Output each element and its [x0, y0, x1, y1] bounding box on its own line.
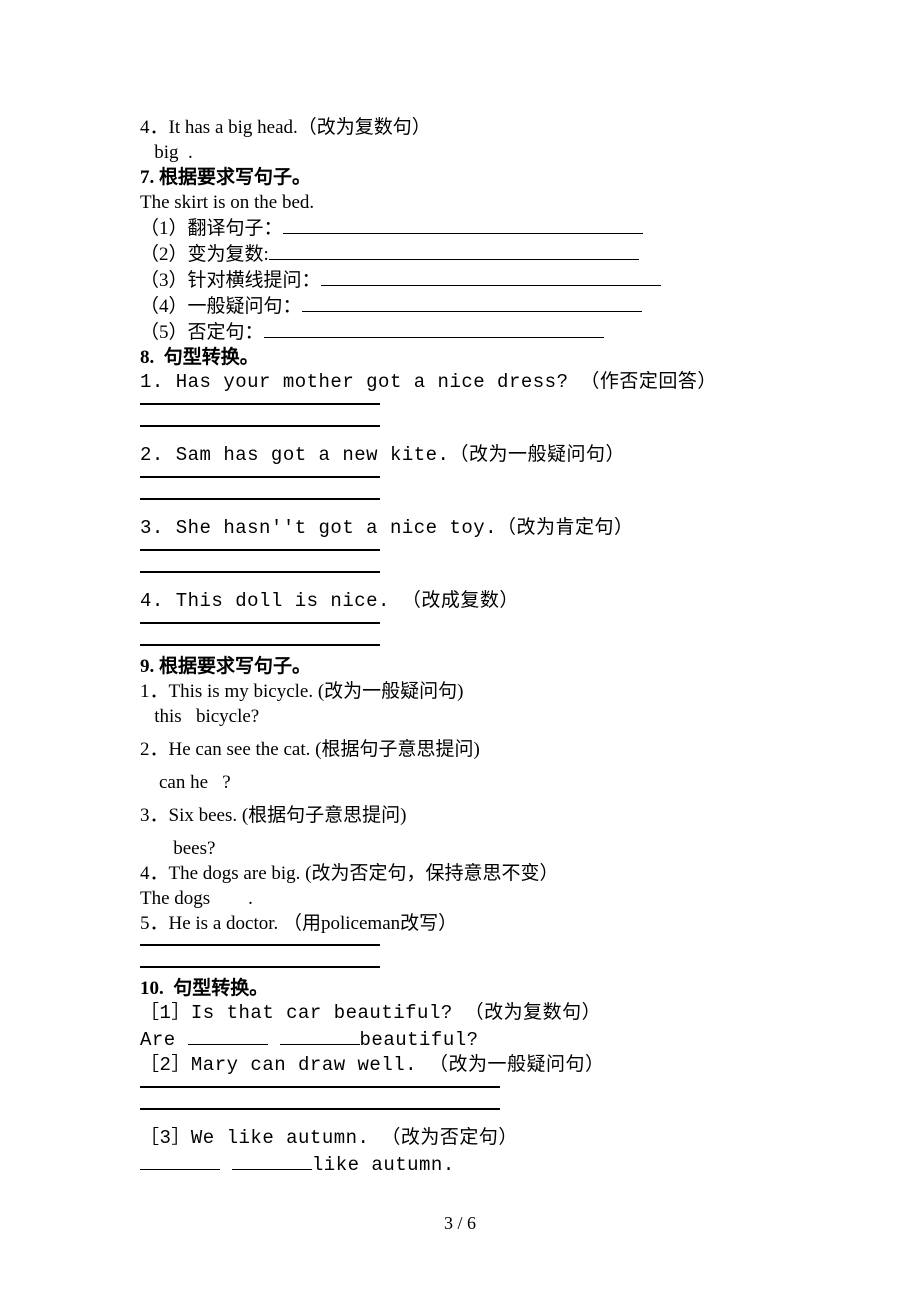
blank: [269, 241, 639, 260]
s9-q3b: bees?: [140, 836, 785, 861]
s9-q3a: 3．Six bees. (根据句子意思提问): [140, 803, 785, 828]
blank: [321, 267, 661, 286]
s9-q5a: 5．He is a doctor. （用policeman改写）: [140, 911, 785, 936]
blank: [283, 215, 643, 234]
s8-heading: 8. 句型转换。: [140, 345, 785, 370]
s8-q3: 3. She hasn''t got a nice toy.（改为肯定句）: [140, 516, 785, 541]
rule: [140, 936, 785, 954]
s9-q2a: 2．He can see the cat. (根据句子意思提问): [140, 737, 785, 762]
blank: [302, 293, 642, 312]
rule: [140, 958, 785, 976]
s7-item-1: （1）翻译句子：: [140, 215, 785, 241]
s10-q1b: Are beautiful?: [140, 1026, 785, 1053]
s8-q1: 1. Has your mother got a nice dress? （作否…: [140, 370, 785, 395]
q4-line1: 4．It has a big head.（改为复数句）: [140, 115, 785, 140]
q4-num: 4．: [140, 117, 169, 138]
rule: [140, 614, 785, 632]
q4-en: It has a big head.: [169, 117, 298, 138]
rule: [140, 541, 785, 559]
s9-q1b: this bicycle?: [140, 704, 785, 729]
s7-item-2: （2）变为复数:: [140, 241, 785, 267]
s7-item-4: （4）一般疑问句：: [140, 293, 785, 319]
s9-heading: 9. 根据要求写句子。: [140, 654, 785, 679]
s9-q2b: can he ?: [140, 770, 785, 795]
blank: [264, 319, 604, 338]
s7-heading: 7. 根据要求写句子。: [140, 165, 785, 190]
q4-ans: big .: [140, 140, 785, 165]
s10-q1a: ［1］Is that car beautiful? （改为复数句）: [140, 1001, 785, 1026]
s10-q2a: ［2］Mary can draw well. （改为一般疑问句）: [140, 1053, 785, 1078]
rule: [140, 636, 785, 654]
rule: [140, 1078, 785, 1096]
s7-sentence: The skirt is on the bed.: [140, 190, 785, 215]
rule: [140, 468, 785, 486]
s10-q3a: ［3］We like autumn. （改为否定句）: [140, 1126, 785, 1151]
s9-q4a: 4．The dogs are big. (改为否定句，保持意思不变）: [140, 861, 785, 886]
s10-heading: 10. 句型转换。: [140, 976, 785, 1001]
s8-q2: 2. Sam has got a new kite.（改为一般疑问句）: [140, 443, 785, 468]
s8-q4: 4. This doll is nice. （改成复数）: [140, 589, 785, 614]
s7-item-5: （5）否定句：: [140, 319, 785, 345]
s10-q3b: like autumn.: [140, 1151, 785, 1178]
s9-q1a: 1．This is my bicycle. (改为一般疑问句): [140, 679, 785, 704]
rule: [140, 490, 785, 508]
rule: [140, 417, 785, 435]
page: 4．It has a big head.（改为复数句） big . 7. 根据要…: [0, 0, 920, 1302]
rule: [140, 395, 785, 413]
blank: [232, 1151, 312, 1170]
blank: [280, 1026, 360, 1045]
q4-note: （改为复数句）: [298, 117, 431, 138]
s9-q4b: The dogs .: [140, 886, 785, 911]
blank: [140, 1151, 220, 1170]
blank: [188, 1026, 268, 1045]
rule: [140, 1100, 785, 1118]
page-footer: 3 / 6: [0, 1213, 920, 1234]
rule: [140, 563, 785, 581]
s7-item-3: （3）针对横线提问：: [140, 267, 785, 293]
